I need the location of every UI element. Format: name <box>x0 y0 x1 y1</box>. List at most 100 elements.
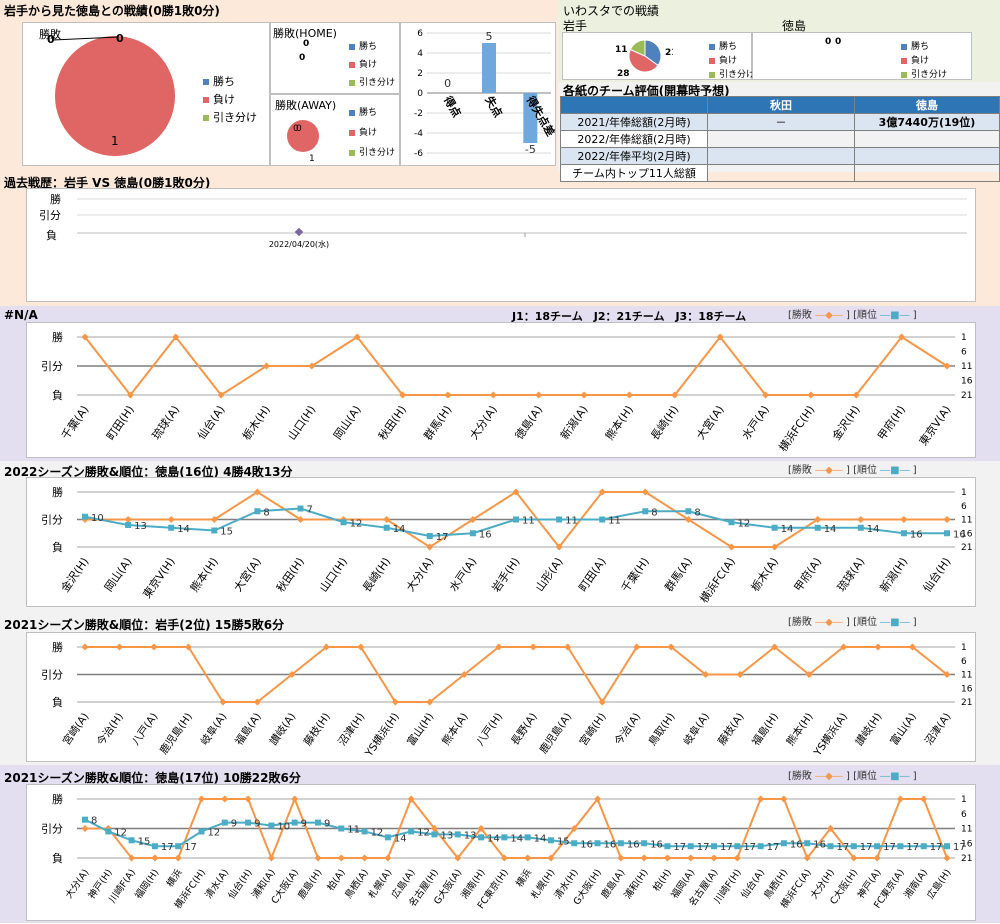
pie-slice-loss <box>55 36 175 156</box>
x-tick-label: 熊本(H) <box>187 555 221 595</box>
rank-data-label: 17 <box>930 842 943 853</box>
rank-axis-label: 16 <box>961 839 973 849</box>
result-point <box>444 391 452 399</box>
result-point <box>167 515 175 524</box>
rank-point <box>175 843 182 850</box>
x-tick-label: 鳥取(H) <box>646 710 678 748</box>
result-point <box>943 515 951 524</box>
rank-point <box>571 840 578 847</box>
x-tick-label: 福島(A) <box>232 710 264 747</box>
rank-axis-label: 6 <box>961 502 967 512</box>
result-point <box>667 643 675 651</box>
x-tick-label: 琉球(A) <box>834 555 867 594</box>
x-tick-label: 藤枝(H) <box>301 710 333 748</box>
result-axis-label: 負 <box>52 541 63 554</box>
result-point <box>128 854 136 862</box>
x-tick-label: 新潟(H) <box>877 555 911 595</box>
bar-tick-label: 2 <box>417 69 423 79</box>
home-legend-win: 勝ち <box>349 39 377 52</box>
result-point <box>896 795 904 803</box>
rank-point <box>857 524 864 531</box>
result-point <box>570 824 578 833</box>
rank-point <box>469 530 476 537</box>
x-tick-label: 大宮(A) <box>693 403 726 442</box>
rank-axis-label: 1 <box>961 488 967 498</box>
result-axis-label: 負 <box>52 696 63 709</box>
rank-data-label: 17 <box>953 842 966 853</box>
result-point <box>500 854 508 862</box>
summary-pie-panel: 勝敗 0 0 1 勝ち 負け 引き分け <box>22 22 270 166</box>
result-axis-label: 引分 <box>41 513 63 527</box>
home-title: 勝敗(HOME) <box>273 27 337 40</box>
x-tick-label: 山口(H) <box>317 555 350 594</box>
x-tick-label: 富山(A) <box>887 710 919 747</box>
result-point <box>322 643 330 651</box>
rank-point <box>198 828 205 835</box>
table-row: チーム内トップ11人総額 <box>560 164 1000 182</box>
x-tick-label: 岡山(A) <box>331 403 364 442</box>
result-point <box>124 515 132 524</box>
x-tick-label: 山形(A) <box>533 555 566 594</box>
history-title: 過去戦歴：岩手 VS 徳島(0勝1敗0分) <box>4 176 211 190</box>
rank-point <box>599 516 606 523</box>
history-ylabel-loss: 負 <box>46 229 57 242</box>
x-tick-label: 浦和(H) <box>622 867 651 901</box>
rank-point <box>920 843 927 850</box>
rank-data-label: 16 <box>953 529 966 540</box>
result-point <box>771 543 779 551</box>
rank-data-label: 17 <box>161 842 174 853</box>
result-axis-label: 負 <box>52 852 63 865</box>
result-point <box>807 391 815 399</box>
result-point <box>663 854 671 862</box>
result-point <box>308 362 316 370</box>
result-point <box>733 854 741 862</box>
result-point <box>710 854 718 862</box>
result-axis-label: 引分 <box>41 822 63 836</box>
history-date: 2022/04/20(水) <box>269 239 329 249</box>
away-val-1: 0 <box>293 124 299 134</box>
rank-data-label: 10 <box>277 822 290 833</box>
result-point <box>702 670 710 679</box>
rank-point <box>556 516 563 523</box>
x-tick-label: 岐阜(A) <box>681 710 713 747</box>
x-tick-label: YS横浜(H) <box>362 710 402 759</box>
x-tick-label: YS横浜(A) <box>810 710 850 759</box>
rank-data-label: 14 <box>393 524 406 535</box>
iwasta-legend-win: 勝ち <box>709 39 737 52</box>
rank-axis-label: 1 <box>961 795 967 805</box>
rank-data-label: 13 <box>134 521 147 532</box>
x-tick-label: 町田(A) <box>576 555 609 594</box>
rank-point <box>431 831 438 838</box>
x-tick-label: 新潟(A) <box>557 403 590 442</box>
rank-data-label: 16 <box>650 839 663 850</box>
chart4-panel: 勝引分負 1 6 11 16 21 8 12 15 17 17 12 9 9 10 9 9 11 12 14 12 13 1… <box>26 784 976 921</box>
rank-axis-label: 11 <box>961 825 972 835</box>
x-tick-label: 栃木(H) <box>239 403 273 443</box>
pie-slice-loss <box>628 48 659 73</box>
x-tick-label: 横浜FC(H) <box>776 403 818 454</box>
rank-point <box>513 516 519 523</box>
x-tick-label: 仙台(A) <box>194 403 227 442</box>
bar-data-label: -5 <box>525 143 536 156</box>
result-point <box>253 698 261 706</box>
x-tick-label: 熊本(H) <box>784 710 816 748</box>
rank-point <box>426 533 433 539</box>
result-point <box>943 670 951 679</box>
iwasta-tok-legend-draw: 引き分け <box>901 67 947 80</box>
x-tick-label: 大分(A) <box>466 403 499 442</box>
rank-data-label: 15 <box>220 527 233 538</box>
result-point <box>564 643 572 651</box>
result-point <box>126 391 134 399</box>
bar-tick-label: -4 <box>414 129 423 139</box>
rank-data-label: 17 <box>860 842 873 853</box>
rank-point <box>900 530 907 537</box>
result-point <box>253 488 261 496</box>
iwasta-iwate-panel: 21 11 28 勝ち 負け 引き分け <box>562 32 755 80</box>
result-point <box>314 854 322 862</box>
result-point <box>900 515 908 524</box>
result-point <box>210 515 218 524</box>
result-point <box>174 854 182 862</box>
rank-axis-label: 21 <box>961 854 972 864</box>
